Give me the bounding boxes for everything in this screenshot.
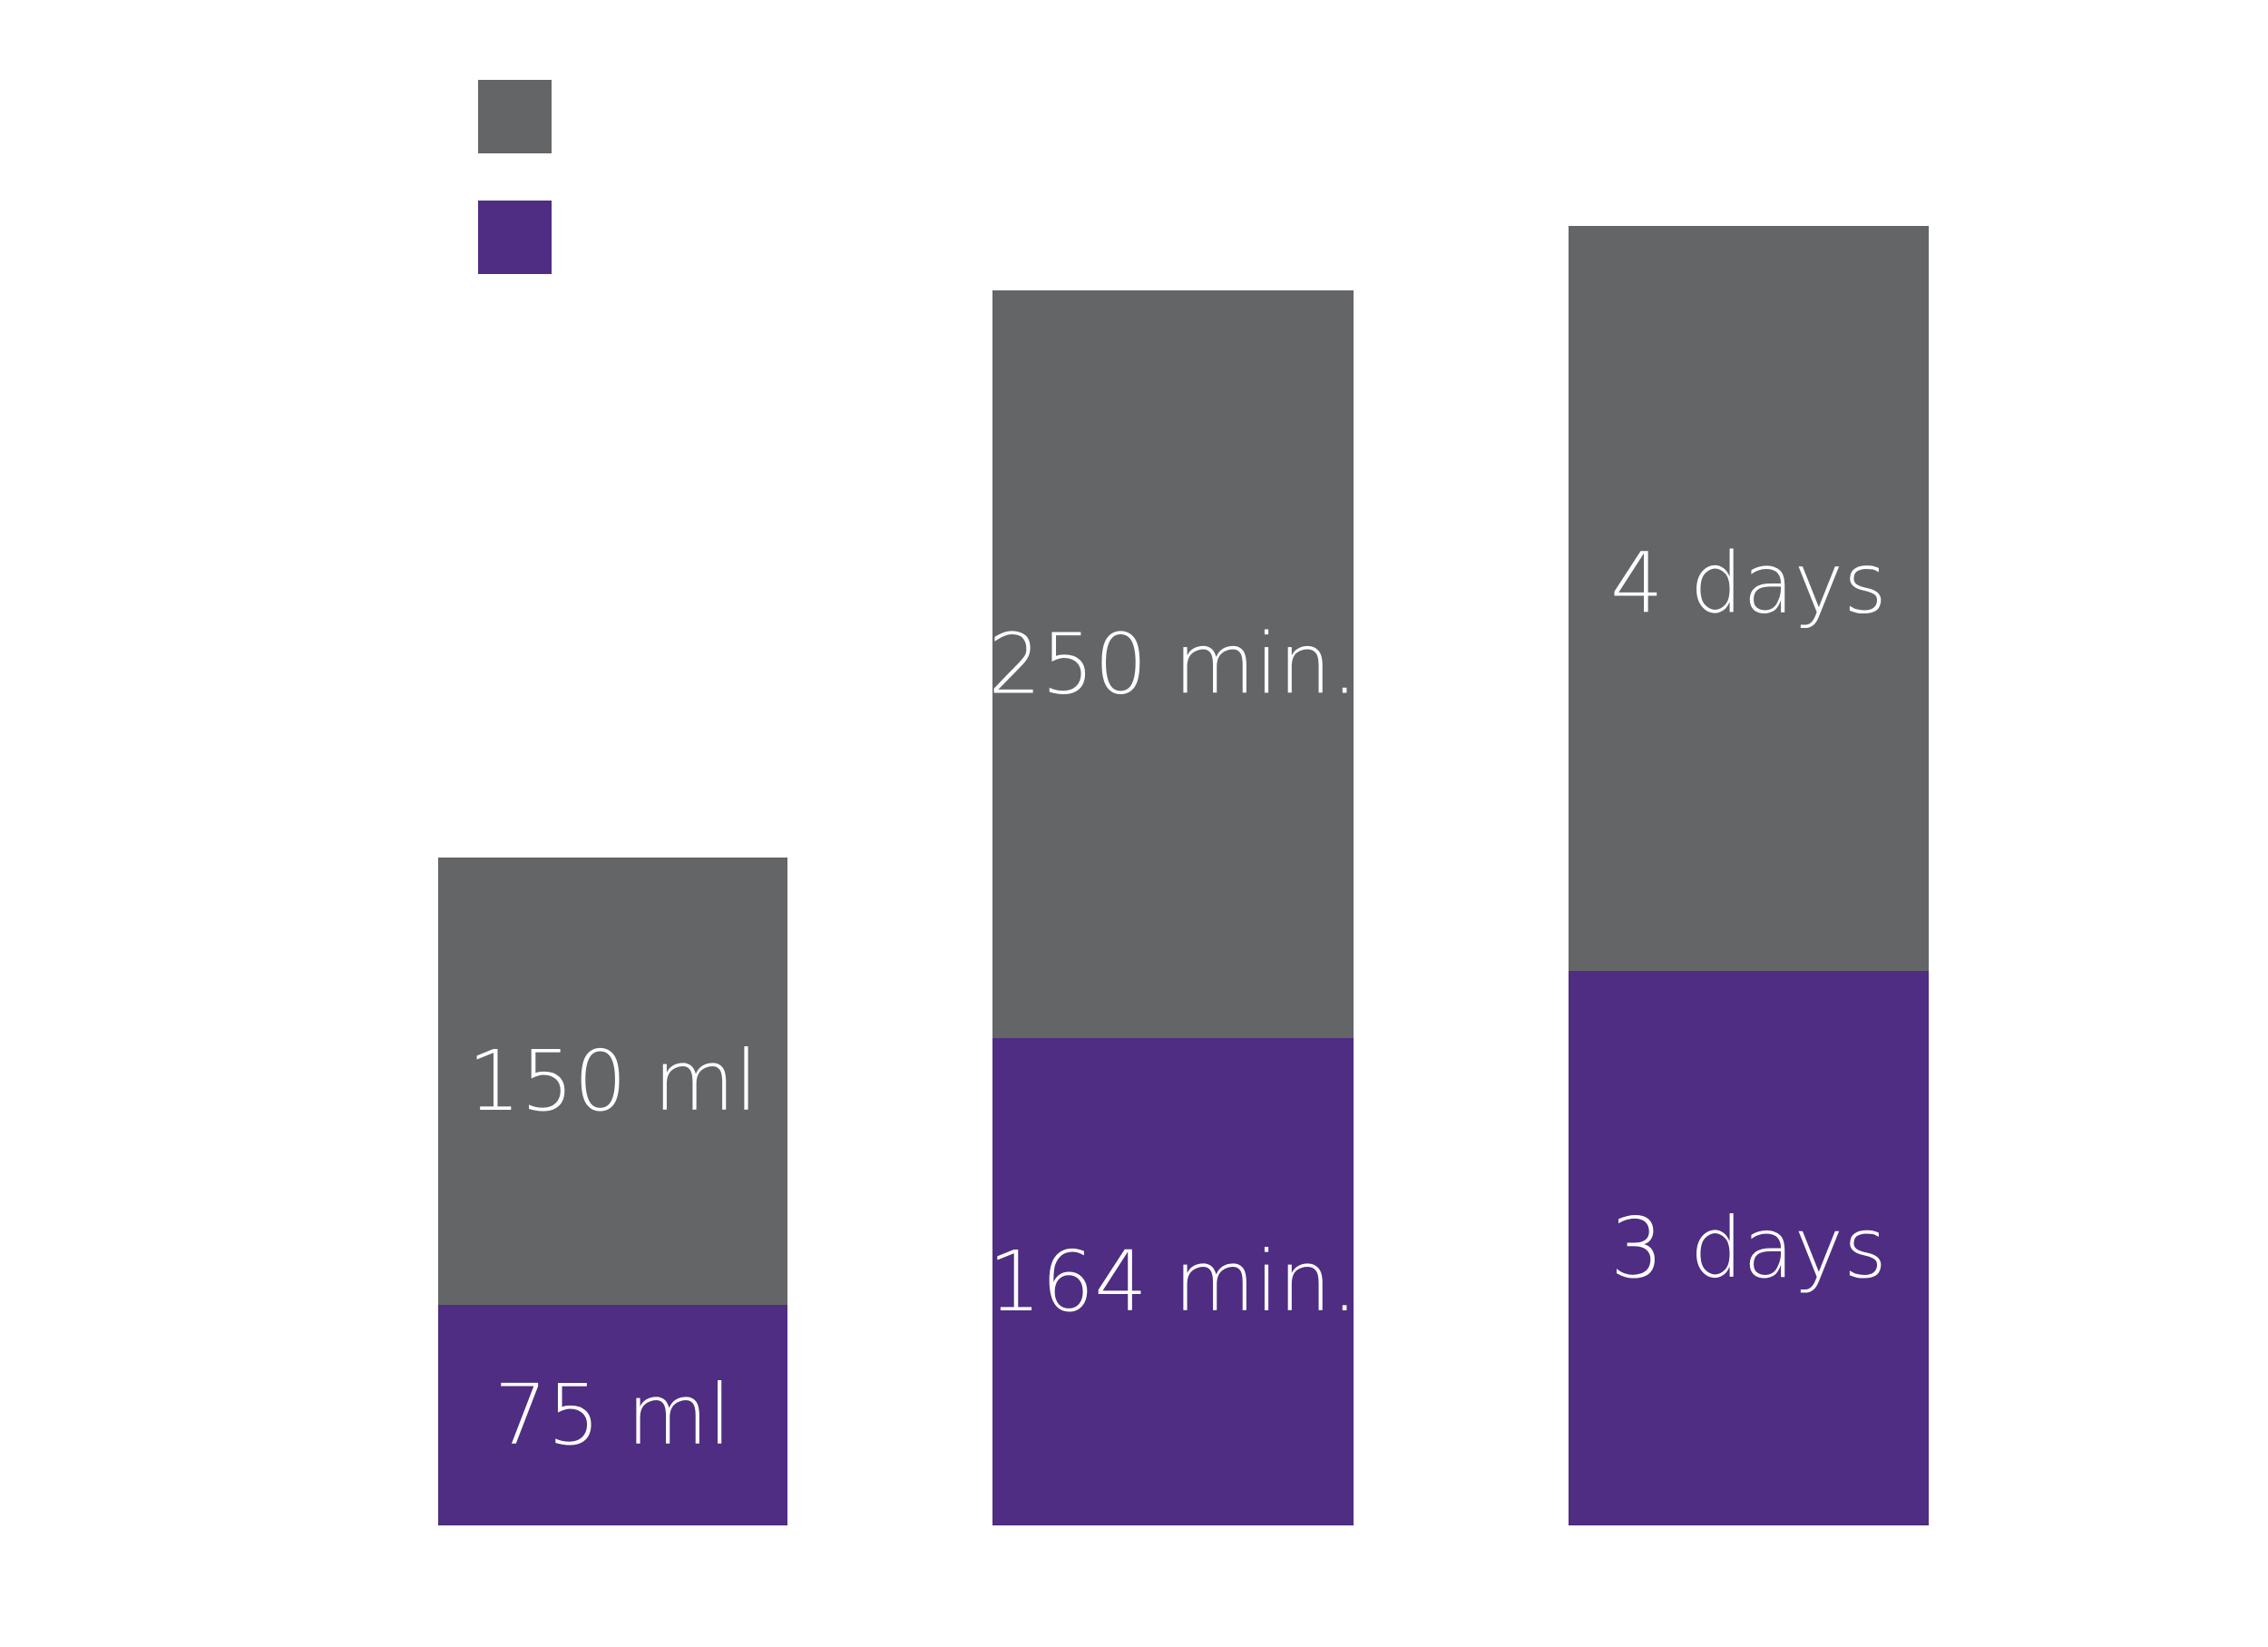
bar-segment-upper-3	[1569, 226, 1929, 971]
legend-swatch-1	[478, 80, 552, 153]
data-label-upper-2: 250 min.	[988, 616, 1358, 713]
bar-segment-lower-3	[1569, 971, 1929, 1525]
bars	[438, 226, 1929, 1525]
bar-segment-upper-2	[992, 290, 1354, 1038]
bar-segment-lower-1	[438, 1305, 787, 1525]
data-label-lower-1: 75 ml	[494, 1367, 732, 1464]
data-label-upper-1: 150 ml	[467, 1033, 758, 1130]
data-label-upper-3: 4 days	[1610, 535, 1887, 632]
bar-segment-upper-1	[438, 858, 787, 1305]
legend-swatch-2	[478, 201, 552, 274]
bar-segment-lower-2	[992, 1038, 1354, 1525]
legend	[478, 80, 552, 274]
data-labels: 75 ml 150 ml 164 min. 250 min. 3 days 4 days	[467, 535, 1886, 1464]
data-label-lower-2: 164 min.	[988, 1233, 1358, 1330]
data-label-lower-3: 3 days	[1610, 1200, 1887, 1297]
